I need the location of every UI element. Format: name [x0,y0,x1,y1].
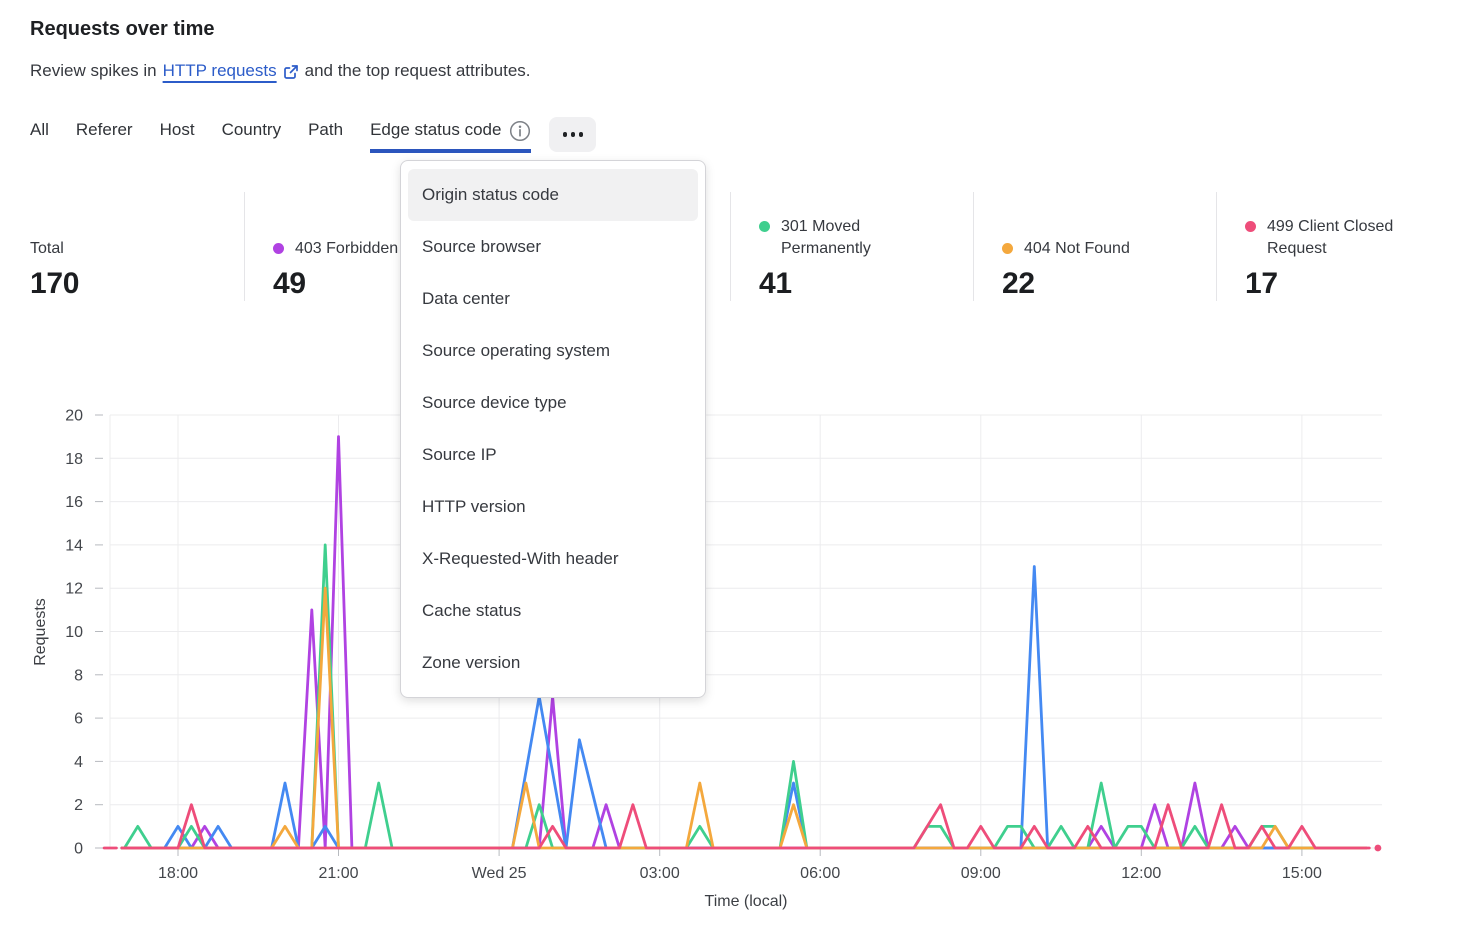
y-tick-label: 20 [65,408,83,425]
tab-referer[interactable]: Referer [75,120,133,139]
stat-value: 17 [1245,267,1278,300]
external-link-icon [283,64,299,80]
menu-item[interactable]: Source operating system [422,341,611,360]
y-tick-label: 16 [65,494,83,511]
ellipsis-icon [562,132,568,137]
menu-item[interactable]: Source device type [422,393,567,412]
y-tick-label: 2 [74,797,83,814]
stat-label: 499 Client Closed Request [1267,218,1394,257]
stat-label: Total [30,240,64,257]
y-tick-label: 8 [74,667,83,684]
attribute-dropdown-menu: Origin status code Source browser Data cen… [400,160,706,698]
menu-item[interactable]: Source browser [422,237,542,256]
stat-value: 49 [273,267,306,300]
tab-all[interactable]: All [30,120,49,139]
subtitle-prefix: Review spikes in [30,61,157,80]
series-end-dot [1374,844,1382,852]
x-tick-label: 18:00 [158,865,198,882]
menu-item[interactable]: Origin status code [408,169,698,221]
stat-label: 403 Forbidden [295,240,399,257]
page-title: Requests over time [30,18,215,40]
y-tick-label: 10 [65,624,83,641]
x-axis-title: Time (local) [705,893,788,910]
subtitle: Review spikes in HTTP requests and the t… [30,61,531,81]
x-tick-label: 21:00 [318,865,358,882]
header: Requests over time Review spikes in HTTP… [30,16,531,81]
breakdown-tabs: All Referer Host Country Path Edge statu… [30,117,597,153]
series-line [120,435,1368,850]
y-tick-label: 18 [65,451,83,468]
stat-301-moved-permanently: 301 Moved Permanently 41 [730,192,973,301]
tab-host[interactable]: Host [159,120,195,139]
legend-dot [1002,243,1013,254]
more-attributes-button[interactable] [549,117,597,152]
series-line [120,565,1368,850]
stat-value: 41 [759,267,792,300]
tab-country[interactable]: Country [221,120,282,139]
menu-item[interactable]: Source IP [422,445,497,464]
x-tick-label: 15:00 [1282,865,1322,882]
info-icon[interactable] [509,120,531,142]
stat-total: Total 170 [30,192,244,301]
tab-edge-status-code[interactable]: Edge status code [370,118,532,153]
menu-item[interactable]: Data center [422,289,510,308]
tab-path[interactable]: Path [308,120,344,139]
http-requests-link[interactable]: HTTP requests [162,61,277,80]
x-tick-label: Wed 25 [472,865,527,882]
stat-404-not-found: 404 Not Found 22 [973,192,1216,301]
summary-stats: Total 170 403 Forbidden 49 301 Moved Per… [30,192,1458,301]
legend-dot [1245,221,1256,232]
legend-dot [759,221,770,232]
active-tab-label: Edge status code [370,120,502,139]
menu-item[interactable]: HTTP version [422,497,526,516]
x-tick-label: 03:00 [640,865,680,882]
y-tick-label: 6 [74,711,83,728]
x-tick-label: 12:00 [1121,865,1161,882]
menu-item[interactable]: X-Requested-With header [422,549,619,568]
legend-dot [273,243,284,254]
stat-label: 301 Moved Permanently [781,218,871,257]
x-tick-label: 09:00 [961,865,1001,882]
stat-value: 22 [1002,267,1035,300]
y-axis-title: Requests [32,598,49,666]
y-tick-label: 0 [74,841,83,858]
series-line [120,803,1371,850]
stat-label: 404 Not Found [1024,240,1130,257]
x-tick-label: 06:00 [800,865,840,882]
stat-value: 170 [30,267,80,300]
y-tick-label: 14 [65,537,83,554]
subtitle-suffix: and the top request attributes. [304,61,531,80]
y-tick-label: 12 [65,581,83,598]
stat-403-forbidden: 403 Forbidden 49 [244,192,487,301]
y-tick-label: 4 [74,754,83,771]
series-line [120,543,1368,850]
menu-item[interactable]: Zone version [422,653,521,672]
stat-499-client-closed-request: 499 Client Closed Request 17 [1216,192,1458,301]
menu-item[interactable]: Cache status [422,601,522,620]
